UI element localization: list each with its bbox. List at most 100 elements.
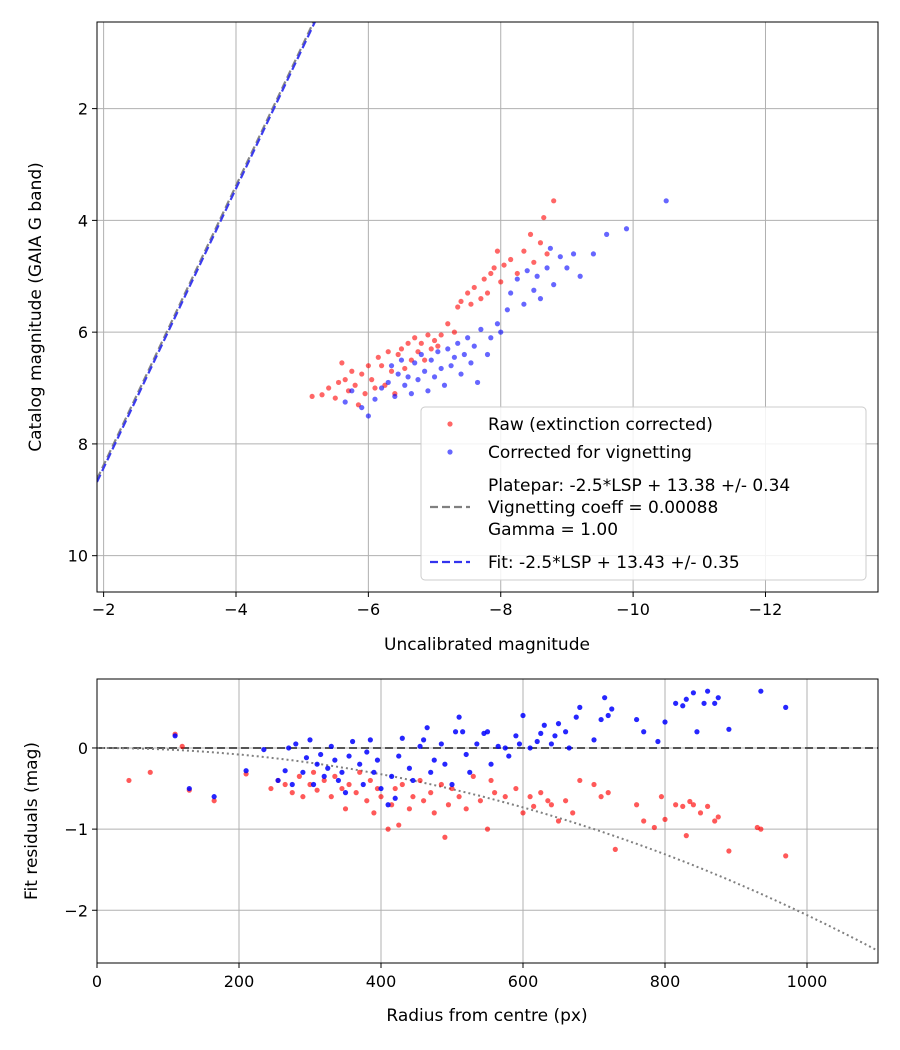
- raw-point: [498, 279, 504, 285]
- raw-point: [438, 332, 444, 338]
- corrected-residual-point: [389, 773, 395, 779]
- fit-line-fit: [97, 22, 317, 483]
- raw-residual-point: [687, 798, 693, 805]
- raw-residual-point: [705, 803, 711, 809]
- corrected-residual-point: [495, 743, 501, 749]
- raw-residual-point: [605, 790, 611, 796]
- top-scatter-points: [309, 198, 669, 419]
- raw-residual-point: [442, 834, 448, 840]
- raw-residual-point: [598, 794, 604, 800]
- bottom-x-tick-label: 600: [508, 972, 539, 991]
- top-y-tick-label: 8: [78, 435, 88, 454]
- corrected-residual-point: [428, 769, 434, 775]
- raw-point: [541, 214, 547, 221]
- raw-residual-point: [758, 826, 764, 832]
- corrected-point: [590, 251, 596, 257]
- top-x-tick-label: −12: [749, 600, 783, 619]
- raw-point: [402, 365, 408, 372]
- corrected-point: [398, 357, 405, 363]
- top-x-axis-label: Uncalibrated magnitude: [384, 635, 590, 655]
- corrected-residual-point: [712, 700, 718, 706]
- corrected-residual-point: [680, 703, 686, 709]
- raw-residual-point: [268, 785, 274, 792]
- corrected-point: [365, 413, 371, 419]
- top-chart: −2 −4 −6 −8 −10 −12 2 4 6 8 10 Uncalibrated magni…: [26, 21, 879, 655]
- raw-residual-point: [502, 794, 508, 800]
- corrected-point: [461, 351, 467, 358]
- corrected-residual-point: [321, 773, 327, 779]
- raw-point: [372, 385, 378, 391]
- raw-residual-point: [126, 777, 132, 784]
- corrected-residual-point: [378, 785, 384, 792]
- raw-point: [412, 335, 418, 341]
- raw-point: [458, 298, 464, 305]
- corrected-point: [531, 287, 537, 293]
- raw-point: [521, 248, 527, 254]
- raw-residual-point: [726, 848, 732, 854]
- bottom-plot-area: [97, 679, 878, 963]
- corrected-point: [537, 296, 544, 302]
- bottom-y-axis-label: Fit residuals (mag): [22, 742, 42, 900]
- raw-residual-point: [289, 790, 295, 796]
- corrected-point: [471, 343, 477, 349]
- corrected-residual-point: [502, 745, 508, 751]
- corrected-residual-point: [410, 777, 416, 784]
- raw-residual-point: [712, 818, 718, 824]
- bottom-x-tick-label: 0: [92, 972, 102, 991]
- raw-point: [375, 354, 381, 360]
- raw-residual-point: [417, 777, 423, 784]
- corrected-residual-point: [563, 729, 569, 735]
- raw-residual-point: [641, 818, 647, 824]
- corrected-residual-point: [655, 738, 661, 745]
- corrected-residual-point: [332, 757, 338, 763]
- corrected-residual-point: [591, 737, 597, 743]
- raw-residual-point: [282, 781, 288, 788]
- corrected-residual-point: [261, 746, 267, 753]
- raw-point: [488, 270, 494, 277]
- raw-residual-point: [577, 777, 583, 784]
- corrected-residual-point: [673, 700, 679, 706]
- corrected-residual-point: [452, 729, 459, 735]
- raw-residual-point: [410, 794, 416, 800]
- raw-point: [418, 340, 424, 346]
- raw-point: [319, 392, 325, 398]
- corrected-residual-point: [385, 802, 391, 808]
- corrected-residual-point: [602, 695, 608, 701]
- raw-point: [309, 393, 315, 400]
- raw-point: [508, 256, 514, 263]
- raw-residual-point: [296, 773, 302, 779]
- raw-residual-point: [612, 846, 618, 853]
- corrected-point: [604, 231, 610, 237]
- corrected-residual-point: [634, 716, 640, 723]
- corrected-point: [663, 198, 669, 204]
- corrected-point: [484, 351, 491, 358]
- corrected-residual-point: [758, 688, 764, 694]
- raw-residual-point: [339, 785, 345, 792]
- raw-residual-point: [555, 818, 562, 824]
- corrected-residual-point: [690, 690, 697, 696]
- raw-residual-point: [470, 773, 476, 779]
- corrected-residual-point: [346, 753, 352, 759]
- raw-residual-point: [548, 802, 555, 808]
- corrected-point: [474, 379, 481, 386]
- corrected-residual-point: [300, 769, 306, 775]
- top-y-ticks: 2 4 6 8 10: [68, 100, 97, 566]
- raw-point: [365, 363, 371, 369]
- corrected-residual-point: [211, 794, 217, 800]
- corrected-point: [478, 326, 484, 332]
- raw-residual-point: [332, 773, 338, 779]
- legend-label-2: Platepar: -2.5*LSP + 13.38 +/- 0.34: [488, 476, 790, 496]
- corrected-point: [508, 290, 514, 296]
- corrected-residual-point: [396, 753, 402, 759]
- corrected-point: [412, 360, 418, 366]
- top-y-tick-label: 10: [68, 547, 88, 566]
- raw-residual-point: [392, 785, 398, 792]
- corrected-residual-point: [421, 737, 427, 743]
- corrected-residual-point: [513, 733, 519, 739]
- corrected-residual-point: [705, 688, 711, 694]
- raw-residual-point: [328, 794, 334, 800]
- corrected-point: [468, 360, 474, 366]
- top-plot-frame: [96, 21, 879, 593]
- raw-residual-point: [300, 794, 306, 800]
- corrected-residual-point: [186, 785, 192, 792]
